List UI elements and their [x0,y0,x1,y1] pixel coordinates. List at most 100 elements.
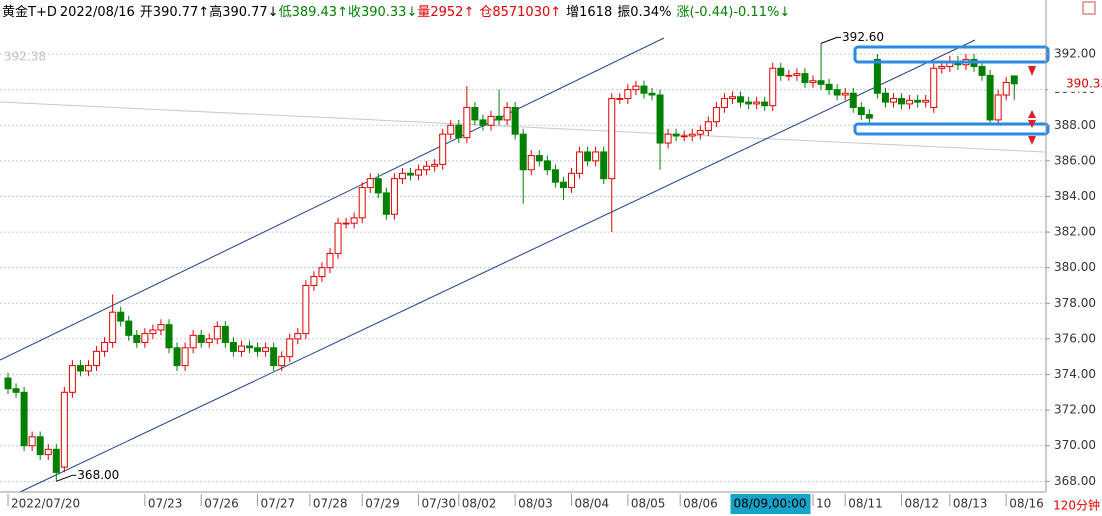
y-tick-label: 386.00 [1054,153,1096,167]
candles: 392.60 368.00 [4,30,1018,482]
y-tick-label: 378.00 [1054,296,1096,310]
candle-body [20,391,28,447]
candle-body [825,83,833,91]
x-tick-label: 08/04 [575,497,610,511]
candle-body [688,133,696,137]
candle-body [101,341,109,352]
candle-body [761,101,769,107]
annotation-leader [56,474,73,482]
candle-body [672,133,680,137]
candle-body [753,101,761,105]
y-tick-label: 376.00 [1054,331,1096,345]
period-label: 120分钟 [1053,498,1100,513]
candle-body [584,151,592,162]
header: 黄金T+D 2022/08/16 开390.77↑高390.77↓低389.43↑收… [2,4,790,20]
candle-body [664,133,672,144]
x-tick-label: 07/26 [204,497,239,511]
y-tick-label: 368.00 [1054,474,1096,488]
arrow-down [1028,66,1036,76]
header-item: 收390.33↓ [348,5,417,20]
trend-line [0,101,1046,153]
candle-body [407,172,414,176]
x-tick-label: 07/29 [365,497,400,511]
header-item: 黄金T+D [2,4,57,20]
candle-body [254,347,262,352]
icon[interactable] [1082,1,1096,15]
candle-body [12,388,20,393]
channel-upper [0,37,665,361]
candle-body [133,334,141,343]
candle-body [503,106,511,121]
candle-body [938,66,946,69]
header-item: 涨(-0.44)-0.11%↓ [677,5,791,20]
y-tick-label: 382.00 [1054,225,1096,239]
candle-body [189,334,197,349]
candle-body [125,320,133,336]
candle-body [857,106,865,116]
candle-body [745,101,753,105]
candle-body [922,99,930,103]
last-price-bg [1048,75,1102,92]
candle-body [833,89,841,96]
candle-body [342,222,350,225]
header-item: 振0.34% [617,5,671,20]
candle-body [696,130,704,135]
header-item: 量2952↑ [417,5,474,20]
candle-body [559,181,567,189]
candle-body [632,85,640,91]
x-tick-label: 10 [816,497,831,511]
y-tick-label: 370.00 [1054,438,1096,452]
corner-label: 392.38 [4,50,46,64]
candle-body [720,98,728,108]
candle-body [390,178,398,215]
candle-body [93,350,101,367]
candle-body [576,151,584,174]
candle-body [769,67,777,107]
channel-lower [19,39,976,493]
x-tick-label: 08/11 [848,497,883,511]
candle-body [616,98,624,100]
candle-body [890,98,897,103]
candle-body [455,124,463,139]
y-tick-label: 392.00 [1054,47,1096,61]
candle-body [519,133,527,171]
candle-body [543,160,551,171]
candle-body [479,119,487,126]
candle-body [447,124,455,135]
x-tick-label: 08/16 [1009,497,1044,511]
header-item: 低389.43↑ [279,5,348,20]
axes: 368.00 370.00 372.00 374.00 376.00 378.00 380.… [7,47,1102,514]
x-tick-label: 08/02 [462,497,497,511]
x-tick-label: 07/23 [148,497,183,511]
candle-body [334,222,342,254]
candle-body [729,96,736,100]
candle-body [237,345,245,352]
candle-body [205,338,213,343]
candle-body [326,252,334,269]
candle-body [350,217,358,224]
candle-body [165,324,173,349]
candle-body [157,324,165,331]
candle-body [849,92,857,108]
header-item: 高390.77↓ [209,4,278,20]
candle-body [817,80,825,85]
candle-body [495,115,503,121]
candle-body [793,73,801,76]
header-item: 增1618 [566,5,612,20]
candle-body [1010,75,1018,85]
annotation-label: 392.60 [842,30,884,44]
last-price: 390.33 [1066,76,1102,90]
candle-body [278,356,286,367]
candle-body [439,133,447,165]
candle-body [181,347,189,367]
candle-body [4,377,12,390]
candle-body [914,99,922,103]
candle-body [197,334,205,343]
candle-body [777,67,785,76]
candle-body [431,163,439,167]
cursor-label: 08/09,00:00 [734,497,807,511]
candle-body [906,99,914,105]
x-tick-label: 08/03 [518,497,553,511]
candle-body [801,73,809,84]
